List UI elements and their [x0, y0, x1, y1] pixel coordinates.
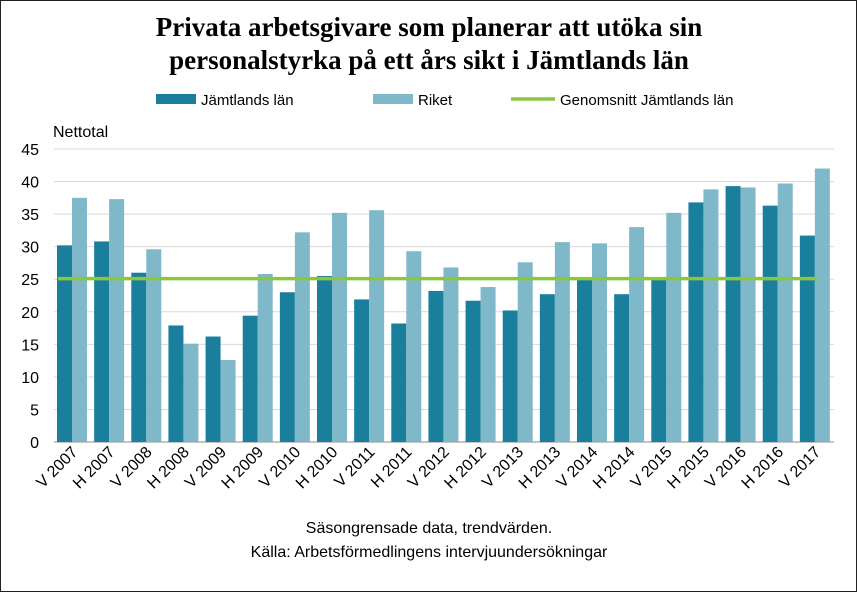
x-tick-label: H 2012: [441, 444, 490, 493]
bar-riket-0: [72, 197, 87, 442]
bar-riket-17: [703, 189, 719, 442]
bar-riket-19: [777, 183, 793, 442]
bar-jamtland-16: [651, 279, 667, 442]
y-tick-label: 15: [21, 337, 39, 354]
bar-jamtland-17: [688, 202, 704, 442]
bar-riket-2: [146, 249, 162, 442]
bar-jamtland-11: [465, 300, 481, 442]
y-tick-labels: 0 5 10 15 20 25 30 35 40 45: [21, 142, 39, 452]
bar-jamtland-2: [131, 272, 147, 442]
bar-riket-13: [554, 242, 570, 442]
legend-jamtland-label: Jämtlands län: [201, 92, 294, 109]
bar-jamtland-0: [57, 245, 72, 442]
bar-riket-6: [294, 232, 310, 442]
bar-riket-14: [592, 243, 607, 442]
y-tick-label: 5: [30, 402, 39, 419]
footer-line-2: Källa: Arbetsförmedlingens intervjuunder…: [251, 544, 608, 561]
bar-jamtland-3: [168, 325, 184, 442]
bar-riket-9: [406, 251, 422, 442]
x-tick-label: H 2010: [293, 444, 342, 493]
bar-riket-4: [220, 359, 236, 442]
bar-jamtland-12: [502, 310, 518, 442]
chart-title-line-2: personalstyrka på ett års sikt i Jämtlan…: [169, 45, 689, 75]
bar-jamtland-13: [539, 294, 555, 442]
legend-jamtland-swatch: [156, 94, 196, 104]
bar-jamtland-10: [428, 290, 444, 442]
bar-jamtland-9: [391, 323, 407, 442]
bar-riket-1: [109, 199, 125, 442]
bar-jamtland-5: [242, 315, 258, 442]
x-tick-label: H 2008: [144, 444, 193, 493]
x-tick-label: H 2014: [590, 444, 639, 493]
chart-title-line-1: Privata arbetsgivare som planerar att ut…: [156, 12, 702, 42]
x-tick-label: H 2009: [219, 444, 268, 493]
y-tick-label: 30: [21, 240, 39, 257]
bar-jamtland-4: [205, 336, 221, 442]
legend: Jämtlands län Riket Genomsnitt Jämtlands l…: [156, 92, 733, 109]
bar-riket-16: [666, 212, 682, 442]
bar-riket-10: [443, 267, 459, 442]
legend-riket-label: Riket: [418, 92, 453, 109]
bar-jamtland-20: [799, 235, 815, 442]
x-tick-label: H 2016: [739, 444, 788, 493]
footer-line-1: Säsongrensade data, trendvärden.: [306, 520, 552, 537]
y-tick-label: 0: [30, 435, 39, 452]
y-tick-label: 20: [21, 305, 39, 322]
x-tick-label: H 2015: [664, 444, 713, 493]
bar-riket-3: [183, 343, 199, 442]
bar-jamtland-19: [762, 205, 778, 442]
y-tick-label: 35: [21, 207, 39, 224]
bar-riket-7: [332, 212, 347, 442]
y-tick-label: 40: [21, 175, 39, 192]
bar-jamtland-8: [354, 299, 370, 442]
y-tick-label: 25: [21, 272, 39, 289]
bar-riket-15: [629, 227, 645, 442]
bar-jamtland-15: [614, 294, 630, 442]
bar-riket-11: [480, 287, 496, 442]
bar-riket-8: [369, 210, 385, 442]
bars: [57, 168, 830, 443]
y-tick-label: 45: [21, 142, 39, 159]
y-tick-label: 10: [21, 370, 39, 387]
bar-jamtland-1: [94, 241, 110, 442]
x-tick-label: H 2007: [70, 444, 119, 493]
x-tick-label: H 2013: [516, 444, 565, 493]
bar-jamtland-6: [279, 292, 295, 442]
bar-riket-20: [814, 168, 830, 443]
x-tick-label: V 2017: [776, 444, 824, 492]
bar-riket-5: [257, 274, 273, 442]
legend-riket-swatch: [373, 94, 413, 104]
bar-jamtland-18: [725, 186, 741, 442]
legend-average-label: Genomsnitt Jämtlands län: [560, 92, 733, 109]
bar-jamtland-7: [317, 275, 332, 442]
bar-jamtland-14: [577, 279, 592, 442]
y-axis-label: Nettotal: [53, 124, 108, 141]
bar-riket-18: [740, 187, 756, 442]
bar-riket-12: [517, 262, 533, 442]
